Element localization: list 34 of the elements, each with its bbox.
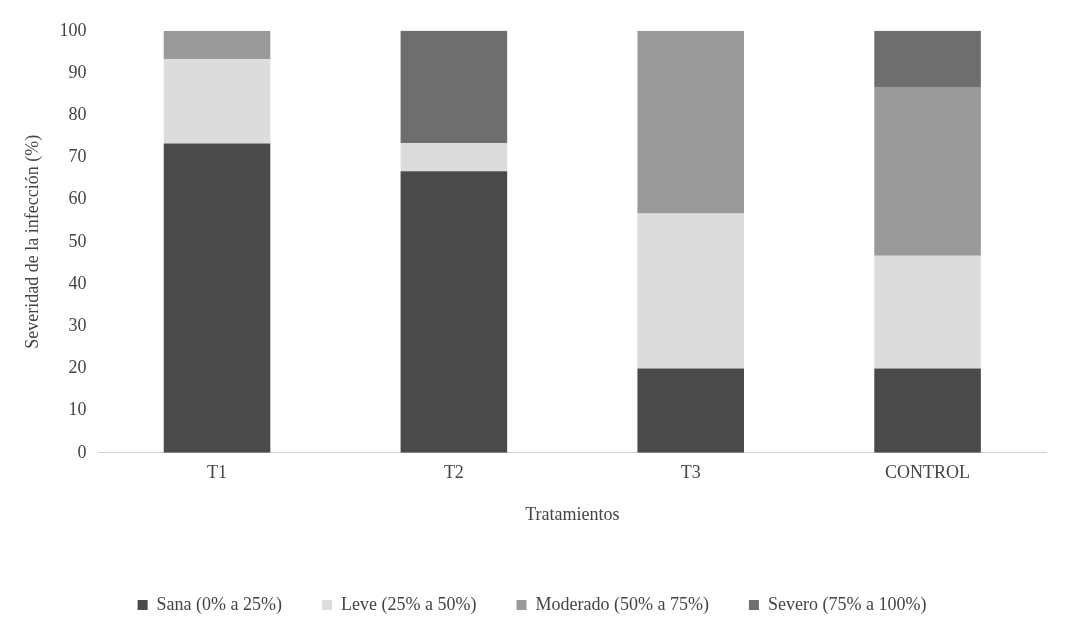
- bar: [400, 30, 508, 144]
- y-tick-label: 10: [68, 399, 87, 420]
- legend-label: Sana (0% a 25%): [156, 593, 283, 615]
- bar: [163, 59, 271, 144]
- legend-label: Moderado (50% a 75%): [535, 593, 709, 615]
- y-tick-label: 0: [77, 441, 87, 462]
- y-tick-label: 40: [68, 272, 87, 293]
- y-tick-label: 50: [68, 230, 87, 251]
- bar: [637, 30, 745, 214]
- bar: [874, 30, 981, 87]
- bar: [163, 143, 271, 453]
- legend-label: Severo (75% a 100%): [767, 593, 927, 615]
- x-tick-label: T2: [443, 462, 464, 483]
- x-axis-title: Tratamientos: [525, 503, 620, 524]
- y-tick-label: 60: [68, 188, 87, 209]
- legend-label: Leve (25% a 50%): [341, 593, 477, 615]
- x-tick-label: T3: [680, 462, 701, 483]
- y-tick-label: 90: [68, 61, 87, 82]
- x-tick-label: CONTROL: [885, 462, 971, 483]
- bar: [637, 213, 745, 369]
- bar: [400, 143, 508, 172]
- bar: [874, 86, 981, 256]
- y-tick-label: 70: [68, 146, 87, 167]
- y-axis-title: Severidad de la infección (%): [21, 134, 43, 349]
- y-tick-label: 100: [59, 19, 87, 40]
- y-tick-label: 30: [68, 314, 87, 335]
- bar: [637, 368, 745, 453]
- x-tick-label: T1: [207, 462, 228, 483]
- y-tick-label: 80: [68, 103, 87, 124]
- y-tick-label: 20: [68, 357, 87, 378]
- bar: [874, 255, 981, 369]
- bar: [874, 368, 981, 453]
- bar: [163, 30, 271, 60]
- bar: [400, 171, 508, 453]
